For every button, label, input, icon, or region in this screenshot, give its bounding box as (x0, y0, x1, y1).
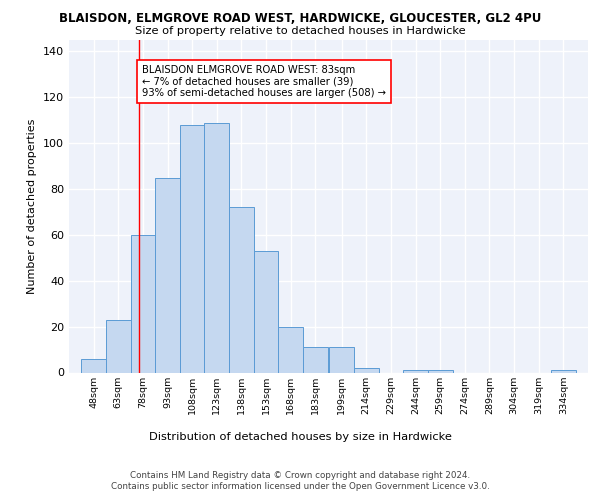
Bar (551, 370, 575, 372)
Text: Distribution of detached houses by size in Hardwicke: Distribution of detached houses by size … (149, 432, 451, 442)
Text: BLAISDON, ELMGROVE ROAD WEST, HARDWICKE, GLOUCESTER, GL2 4PU: BLAISDON, ELMGROVE ROAD WEST, HARDWICKE,… (59, 12, 541, 26)
Bar (82, 358, 106, 372)
Bar (403, 370, 428, 372)
Bar (254, 251, 278, 372)
Bar (354, 368, 379, 372)
Y-axis label: Number of detached properties: Number of detached properties (28, 118, 37, 294)
Bar (180, 125, 205, 372)
Text: Contains HM Land Registry data © Crown copyright and database right 2024.: Contains HM Land Registry data © Crown c… (130, 471, 470, 480)
Bar (205, 122, 229, 372)
Bar (229, 208, 254, 372)
Bar (329, 348, 354, 372)
Text: BLAISDON ELMGROVE ROAD WEST: 83sqm
← 7% of detached houses are smaller (39)
93% : BLAISDON ELMGROVE ROAD WEST: 83sqm ← 7% … (142, 65, 386, 98)
Bar (155, 178, 180, 372)
Bar (106, 320, 131, 372)
Text: Contains public sector information licensed under the Open Government Licence v3: Contains public sector information licen… (110, 482, 490, 491)
Text: Size of property relative to detached houses in Hardwicke: Size of property relative to detached ho… (134, 26, 466, 36)
Bar (131, 235, 155, 372)
Bar (303, 348, 328, 372)
Bar (428, 370, 452, 372)
Bar (278, 326, 303, 372)
